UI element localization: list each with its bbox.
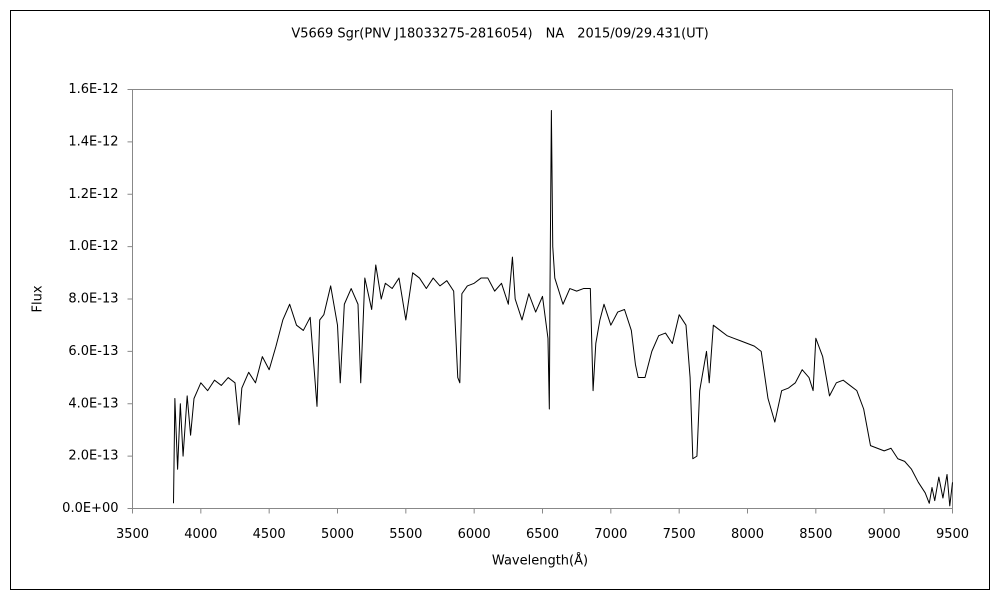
x-tick-label: 8500	[799, 527, 832, 542]
x-axis-label: Wavelength(Å)	[492, 553, 588, 569]
y-tick-label: 4.0E-13	[68, 396, 118, 411]
y-tick-label: 2.0E-13	[68, 449, 118, 464]
y-tick-label: 1.2E-12	[68, 187, 118, 202]
y-tick-label: 1.0E-12	[68, 239, 118, 254]
x-tick-label: 6000	[458, 527, 491, 542]
x-tick-label: 3500	[116, 527, 149, 542]
x-tick-label: 8000	[731, 527, 764, 542]
y-axis-label: Flux	[31, 285, 46, 312]
y-tick-label: 1.4E-12	[68, 134, 118, 149]
spectrum-line	[173, 109, 953, 507]
chart-frame	[10, 10, 990, 590]
x-tick-label: 9000	[868, 527, 901, 542]
y-tick-label: 0.0E+00	[62, 501, 118, 516]
chart-title: V5669 Sgr(PNV J18033275-2816054) NA 2015…	[291, 27, 708, 42]
x-tick-label: 7000	[594, 527, 627, 542]
x-tick-label: 5500	[389, 527, 422, 542]
y-tick-label: 6.0E-13	[68, 344, 118, 359]
y-tick-label: 8.0E-13	[68, 292, 118, 307]
x-tick-label: 5000	[321, 527, 354, 542]
x-tick-label: 4500	[253, 527, 286, 542]
x-tick-label: 9500	[936, 527, 969, 542]
x-tick-label: 4000	[184, 527, 217, 542]
x-tick-label: 6500	[526, 527, 559, 542]
x-tick-label: 7500	[663, 527, 696, 542]
y-tick-label: 1.6E-12	[68, 82, 118, 97]
